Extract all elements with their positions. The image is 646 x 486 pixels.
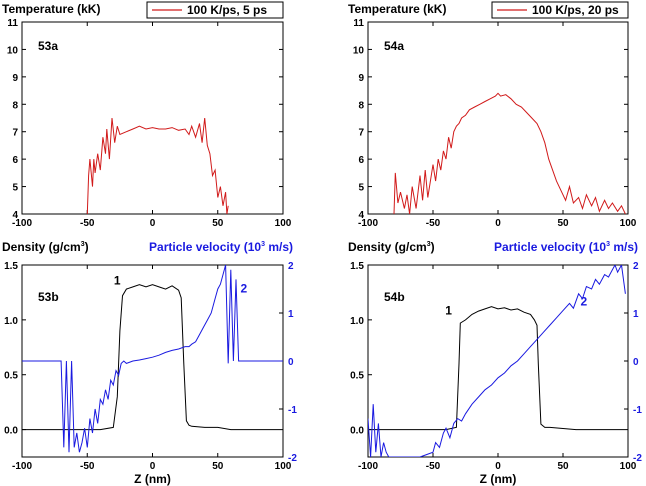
x-tick-label: 100 [275,461,292,472]
y-axis-title: Density (g/cm3) [2,240,89,254]
plot-frame [367,264,629,458]
legend: 100 K/ps, 5 ps [146,1,284,19]
y-tick-label: 1.0 [4,316,18,327]
x-tick-label: 0 [495,461,501,472]
y-tick-label: 11 [353,18,364,29]
y-tick-label: 6 [358,155,364,166]
legend: 100 K/ps, 20 ps [491,1,629,19]
y-tick-label: 1.5 [4,261,18,272]
x-tick-label: -50 [80,218,95,229]
x-tick-label: -50 [426,461,441,472]
y-tick-label: 10 [353,45,365,56]
x-tick-label: 50 [212,218,224,229]
x-tick-label: -100 [12,461,32,472]
plot-frame [367,21,629,215]
x-tick-label: -50 [80,461,95,472]
x-tick-label: 0 [150,461,156,472]
x-tick-label: 50 [212,461,224,472]
y-right-tick-label: 1 [288,309,294,320]
series-line-particle-velocity [22,265,283,453]
x-tick-label: -50 [426,218,441,229]
x-tick-label: -100 [358,461,378,472]
y-tick-label: 0.5 [350,371,364,382]
y-tick-label: 1.0 [350,316,364,327]
y-tick-label: 0.5 [4,371,18,382]
y-tick-label: 8 [358,100,364,111]
y-tick-label: 8 [12,100,18,111]
x-tick-label: 50 [557,461,569,472]
y-right-tick-label: -2 [633,453,642,464]
y-tick-label: 9 [12,73,18,84]
y-tick-label: 7 [12,128,18,139]
panel-label: 53a [38,39,58,53]
y-axis-title: Density (g/cm3) [348,240,435,254]
y-right-axis-title: Particle velocity (103 m/s) [149,240,293,254]
legend-label: 100 K/ps, 5 ps [187,3,267,17]
y-tick-label: 6 [12,155,18,166]
panel-label: 54b [384,290,405,304]
x-tick-label: 100 [620,218,637,229]
chart-53b: -100 -50 0 50 100 0.0 0.5 1.0 1.5 -2 -1 0 1 2 Density … [2,240,297,486]
y-right-tick-label: -1 [633,405,642,416]
legend-box [146,1,284,19]
plot-frame [21,21,284,215]
y-right-axis-title: Particle velocity (103 m/s) [494,240,638,254]
series-line-density [368,306,628,431]
chart-54b: -100 -50 0 50 100 0.0 0.5 1.0 1.5 -2 -1 0 1 2 Density … [348,240,642,486]
y-right-tick-label: 0 [633,357,639,368]
legend-label: 100 K/ps, 20 ps [532,3,619,17]
x-tick-label: 0 [495,218,501,229]
y-tick-label: 7 [358,128,364,139]
y-right-tick-label: 2 [288,261,294,272]
curve-label-2: 2 [241,281,248,295]
curve-label-2: 2 [580,295,587,309]
panel-label: 53b [38,290,59,304]
y-tick-label: 1.5 [350,261,364,272]
y-tick-label: 0.0 [4,426,18,437]
x-axis-title: Z (nm) [480,472,517,486]
chart-53a: -100 -50 0 50 100 4 5 6 7 8 9 10 11 Temperature (kK) 1… [2,1,292,229]
y-right-tick-label: 0 [288,357,294,368]
y-tick-label: 4 [12,210,18,221]
x-tick-label: 0 [150,218,156,229]
y-tick-label: 5 [358,183,364,194]
y-tick-label: 0.0 [350,426,364,437]
chart-54a: -100 -50 0 50 100 4 5 6 7 8 9 10 11 Temperature (kK) 1… [348,1,637,229]
x-tick-label: -100 [12,218,32,229]
series-line-density [22,284,283,431]
y-axis-title: Temperature (kK) [2,2,100,16]
x-tick-label: 100 [620,461,637,472]
series-line-particle-velocity [368,265,626,457]
x-tick-label: 100 [275,218,292,229]
x-tick-label: -100 [358,218,378,229]
x-tick-label: 50 [557,218,569,229]
y-tick-label: 5 [12,183,18,194]
curve-label-1: 1 [445,303,452,317]
y-right-tick-label: 2 [633,261,639,272]
series-line-temperature [393,92,626,214]
y-tick-label: 4 [358,210,364,221]
y-tick-label: 11 [7,18,18,29]
y-right-tick-label: -2 [288,453,297,464]
y-right-tick-label: -1 [288,405,297,416]
y-right-tick-label: 1 [633,309,639,320]
y-axis-title: Temperature (kK) [348,2,446,16]
legend-box [491,1,629,19]
series-line-temperature [86,117,229,214]
x-axis-title: Z (nm) [134,472,171,486]
curve-label-1: 1 [114,274,121,288]
y-tick-label: 9 [358,73,364,84]
panel-label: 54a [384,39,404,53]
y-tick-label: 10 [7,45,19,56]
